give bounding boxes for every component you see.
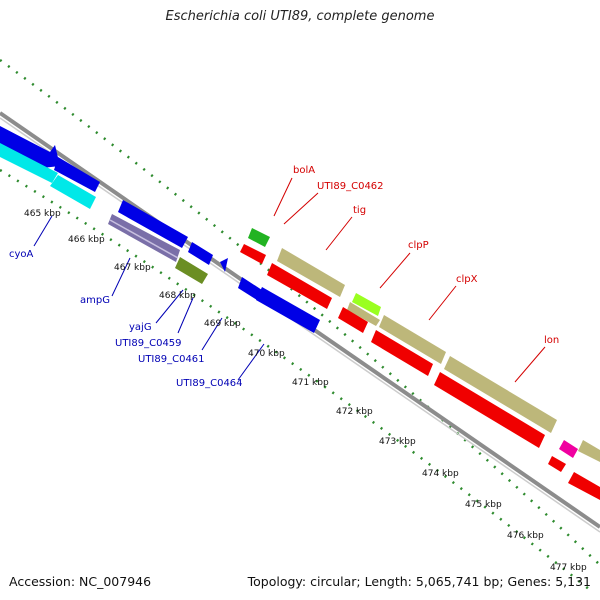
gene-blue-small[interactable] [220,258,228,272]
gene-cyoA-top[interactable] [0,126,60,168]
gene-lon-khaki[interactable] [444,356,557,433]
gene-lon[interactable] [434,372,545,448]
gene-UTI89_C0459[interactable] [175,257,208,284]
tick-label: 469 kbp [204,319,241,329]
gene-label-UTI89_C0459[interactable]: UTI89_C0459 [115,338,182,349]
tick-label: 470 kbp [248,349,285,359]
tick-label: 465 kbp [24,209,61,219]
gene-label-lon[interactable]: lon [544,335,559,346]
gene-arrow-blue-1[interactable] [54,157,100,192]
gene-cyoA[interactable] [0,143,58,183]
forward-gene-labels: bolA UTI89_C0462 tig clpP clpX lon [293,165,559,346]
gene-label-clpP[interactable]: clpP [408,240,429,251]
gene-bolA[interactable] [248,228,270,247]
gene-clpP[interactable] [338,307,368,333]
gene-tig-khaki[interactable] [277,248,345,297]
tick-label: 474 kbp [422,469,459,479]
gene-label-yajG[interactable]: yajG [129,322,152,333]
gene-label-clpX[interactable]: clpX [456,274,478,285]
tick-label: 471 kbp [292,378,329,388]
tick-label: 468 kbp [159,291,196,301]
gene-label-UTI89_C0461[interactable]: UTI89_C0461 [138,354,205,365]
gene-khaki-edge[interactable] [578,440,600,462]
tick-label: 475 kbp [465,500,502,510]
gene-cyan-2[interactable] [50,175,96,209]
gene-ampG-stripes[interactable] [108,214,180,262]
gene-tig[interactable] [267,263,332,309]
outer-dotted-ring [0,58,600,566]
topology-text: Topology: circular; Length: 5,065,741 bp… [247,574,591,589]
gene-magenta[interactable] [559,440,578,458]
gene-red-small[interactable] [548,456,566,472]
gene-label-cyoA[interactable]: cyoA [9,249,34,260]
gene-clpX[interactable] [371,330,433,376]
forward-strand-features [240,228,600,500]
gene-clpX-khaki[interactable] [379,315,446,364]
gene-label-ampG[interactable]: ampG [80,295,110,306]
gene-UTI89_C0461[interactable] [238,277,262,300]
gene-clpP-khaki[interactable] [347,302,380,326]
gene-label-tig[interactable]: tig [353,205,366,216]
tick-labels: 465 kbp 466 kbp 467 kbp 468 kbp 469 kbp … [24,209,587,573]
reverse-strand-features [0,126,320,333]
gene-UTI89_C0462[interactable] [240,244,266,264]
gene-yajG[interactable] [188,242,213,265]
reverse-gene-labels: cyoA ampG yajG UTI89_C0459 UTI89_C0461 U… [9,249,243,389]
gene-clpP-lime[interactable] [352,293,381,316]
gene-UTI89_C0464[interactable] [256,287,320,333]
gene-label-UTI89_C0464[interactable]: UTI89_C0464 [176,378,243,389]
gene-red-edge[interactable] [568,472,600,500]
map-title: Escherichia coli UTI89, complete genome [165,9,435,24]
tick-label: 472 kbp [336,407,373,417]
tick-label: 476 kbp [507,531,544,541]
tick-label: 473 kbp [379,437,416,447]
tick-label: 467 kbp [114,263,151,273]
tick-label: 477 kbp [550,563,587,573]
accession-text: Accession: NC_007946 [9,574,152,589]
gene-ampG[interactable] [118,200,188,248]
tick-label: 466 kbp [68,235,105,245]
gene-label-bolA[interactable]: bolA [293,165,315,176]
gene-label-UTI89_C0462[interactable]: UTI89_C0462 [317,181,384,192]
